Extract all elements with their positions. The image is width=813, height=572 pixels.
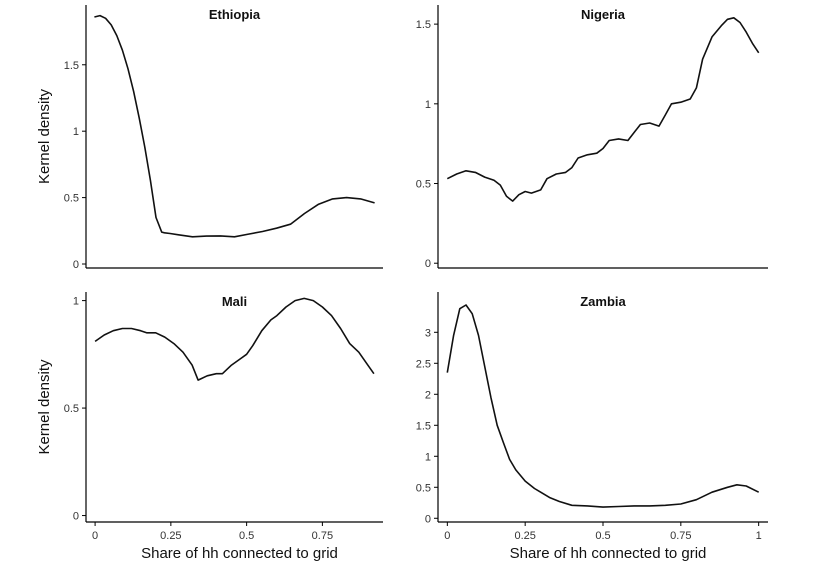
- mali-x-tick-label: 0.25: [160, 530, 181, 542]
- ethiopia-y-tick-label: 0: [73, 259, 79, 271]
- zambia-y-tick-label: 3: [425, 327, 431, 339]
- zambia-y-tick-label: 2: [425, 389, 431, 401]
- zambia-y-tick-label: 0.5: [416, 482, 431, 494]
- zambia-y-tick-label: 1.5: [416, 420, 431, 432]
- mali-x-tick-label: 0: [92, 530, 98, 542]
- nigeria-y-tick-label: 1.5: [416, 19, 431, 31]
- nigeria-panel-title: Nigeria: [581, 7, 626, 22]
- ethiopia-y-tick-label: 1: [73, 126, 79, 138]
- mali-y-axis-title: Kernel density: [36, 359, 53, 455]
- ethiopia-panel-title: Ethiopia: [209, 7, 261, 22]
- ethiopia-y-axis-title: Kernel density: [36, 88, 53, 184]
- mali-y-tick-label: 1: [73, 296, 79, 308]
- zambia-x-tick-label: 0: [444, 530, 450, 542]
- ethiopia-density-line: [94, 14, 375, 238]
- zambia-y-tick-label: 2.5: [416, 358, 431, 370]
- nigeria-density-line: [446, 17, 760, 202]
- zambia-x-axis-title: Share of hh connected to grid: [510, 545, 707, 562]
- mali-x-axis-title: Share of hh connected to grid: [141, 545, 338, 562]
- zambia-panel-title: Zambia: [580, 294, 626, 309]
- zambia-x-tick-label: 0.75: [670, 530, 691, 542]
- nigeria-y-tick-label: 1: [425, 99, 431, 111]
- zambia-x-tick-label: 0.25: [514, 530, 535, 542]
- mali-x-tick-label: 0.75: [312, 530, 333, 542]
- ethiopia-y-tick-label: 1.5: [64, 60, 79, 72]
- mali-x-tick-label: 0.5: [239, 530, 254, 542]
- zambia-density-line: [446, 304, 760, 508]
- nigeria-y-tick-label: 0: [425, 258, 431, 270]
- ethiopia-y-tick-label: 0.5: [64, 193, 79, 205]
- zambia-x-tick-label: 1: [756, 530, 762, 542]
- mali-y-tick-label: 0: [73, 511, 79, 523]
- zambia-y-tick-label: 0: [425, 513, 431, 525]
- zambia-x-tick-label: 0.5: [595, 530, 610, 542]
- mali-density-line: [94, 297, 375, 381]
- zambia-y-tick-label: 1: [425, 451, 431, 463]
- mali-y-tick-label: 0.5: [64, 403, 79, 415]
- nigeria-y-tick-label: 0.5: [416, 179, 431, 191]
- mali-panel-title: Mali: [222, 294, 247, 309]
